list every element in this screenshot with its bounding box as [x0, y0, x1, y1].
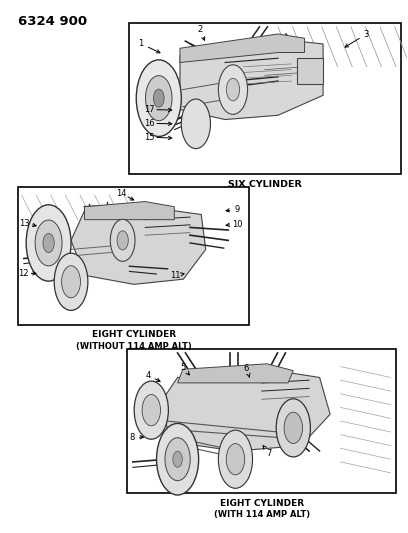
Polygon shape [71, 207, 206, 285]
Polygon shape [180, 34, 304, 62]
Ellipse shape [35, 220, 62, 266]
Ellipse shape [134, 381, 169, 439]
Text: (WITHOUT 114 AMP ALT): (WITHOUT 114 AMP ALT) [76, 342, 192, 351]
Text: 11: 11 [171, 271, 181, 280]
Ellipse shape [142, 394, 160, 426]
Bar [129, 22, 401, 174]
Ellipse shape [146, 76, 172, 120]
Ellipse shape [276, 399, 310, 457]
Ellipse shape [153, 89, 164, 107]
Ellipse shape [218, 65, 248, 115]
Bar [127, 349, 397, 494]
Text: 17: 17 [144, 105, 155, 114]
Text: 6: 6 [244, 364, 249, 373]
Ellipse shape [43, 233, 54, 253]
Text: (WITH 114 AMP ALT): (WITH 114 AMP ALT) [214, 511, 310, 519]
Text: 12: 12 [18, 269, 29, 278]
Text: 7: 7 [266, 449, 271, 458]
Text: 8: 8 [129, 433, 135, 442]
Bar [18, 187, 249, 325]
Text: 1: 1 [139, 39, 144, 49]
Text: 14: 14 [116, 189, 126, 198]
Text: 10: 10 [232, 220, 242, 229]
Ellipse shape [136, 60, 181, 136]
Text: EIGHT CYLINDER: EIGHT CYLINDER [220, 499, 304, 508]
Ellipse shape [165, 438, 190, 481]
Ellipse shape [226, 78, 239, 101]
Text: 2: 2 [197, 25, 203, 34]
Ellipse shape [26, 205, 71, 281]
Text: 6324 900: 6324 900 [18, 14, 88, 28]
Polygon shape [177, 364, 293, 383]
Ellipse shape [218, 430, 253, 488]
Bar [297, 58, 323, 84]
Ellipse shape [284, 412, 302, 443]
Ellipse shape [54, 253, 88, 310]
Ellipse shape [110, 220, 135, 261]
Polygon shape [180, 41, 323, 119]
Ellipse shape [173, 451, 182, 467]
Polygon shape [84, 201, 174, 220]
Ellipse shape [226, 443, 245, 475]
Text: 15: 15 [144, 133, 155, 142]
Ellipse shape [117, 231, 128, 250]
Ellipse shape [62, 266, 80, 298]
Ellipse shape [157, 423, 199, 495]
Text: 5: 5 [180, 363, 186, 372]
Text: SIX CYLINDER: SIX CYLINDER [228, 180, 302, 189]
Text: EIGHT CYLINDER: EIGHT CYLINDER [92, 330, 176, 339]
Text: 3: 3 [364, 30, 369, 39]
Text: 16: 16 [144, 119, 155, 128]
Text: 13: 13 [20, 219, 30, 228]
Text: 4: 4 [146, 370, 151, 379]
Polygon shape [162, 369, 330, 451]
Text: 9: 9 [235, 205, 240, 214]
Ellipse shape [181, 99, 211, 149]
